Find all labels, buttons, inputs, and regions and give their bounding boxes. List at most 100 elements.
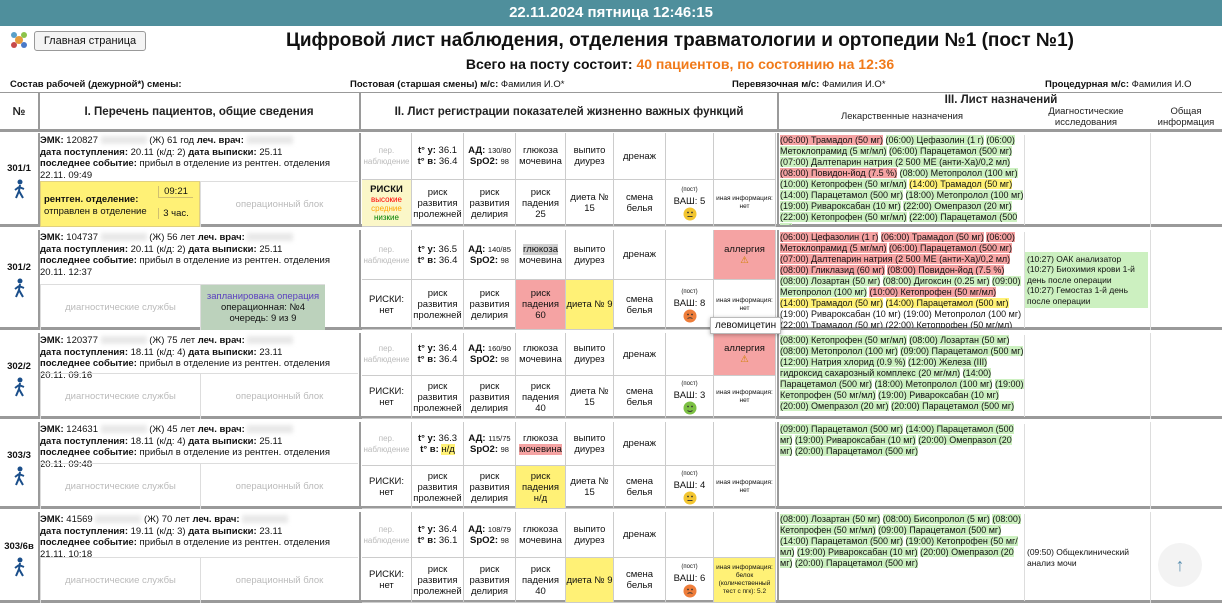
label: ЭМК: (40, 232, 64, 243)
separator (777, 133, 779, 227)
info-line: дата поступления: 20.11 (к/д: 2) дата вы… (40, 147, 358, 159)
box-left: диагностические службы (40, 463, 200, 509)
staff-role: Постовая (старшая смены) м/с: (350, 79, 499, 90)
pressure-ulcer-cell: риск развития пролежней (412, 180, 464, 227)
delirium-cell: риск развития делирия (464, 558, 516, 603)
diagnostic-items: (10:27) ОАК анализатор (10:27) Биохимия к… (1025, 251, 1148, 309)
staff-item: Перевязочная м/с: Фамилия И.О* (732, 79, 886, 90)
drunk: выпито (573, 145, 606, 156)
separator (38, 93, 40, 130)
bp: АД: 140/85 (468, 244, 511, 255)
bed-number: 302/2 (7, 360, 31, 372)
value: 36.4 (438, 343, 458, 354)
allergen-tooltip: левомицетин (710, 317, 782, 334)
bp: АД: 130/80 (468, 145, 511, 156)
drug: (10:00) Кетопрофен (50 мг/мл) (869, 287, 997, 297)
label: леч. врач: (192, 514, 240, 525)
other-cell: иная информация: нет (714, 180, 776, 227)
separator (359, 93, 361, 130)
post-label: (пост) (681, 381, 698, 387)
label: последнее событие: (40, 255, 137, 266)
other-label: иная информация: (716, 479, 773, 486)
discharge: 25.11 (259, 243, 283, 255)
col-number: № (12, 106, 26, 118)
date-bar: 22.11.2024 пятница 12:46:15 (0, 0, 1222, 26)
value: 15 (584, 397, 595, 408)
staff-label: Состав рабочей (дежурной*) смены: (10, 79, 182, 90)
placeholder: операционный блок (235, 199, 324, 210)
col-drugs: Лекарственные назначения (840, 111, 964, 122)
box-right: операционный блок (200, 463, 358, 509)
observation: пер. наблюдение (363, 344, 410, 364)
drug-list: (08:00) Кетопрофен (50 мг/мл) (08:00) Ло… (780, 335, 1024, 417)
empty-cell (666, 422, 714, 466)
fall-cell: риск падения 60 (516, 280, 566, 330)
diagnostic-items (1025, 178, 1148, 182)
emk: 124631 (66, 424, 98, 435)
observation-cell: пер. наблюдение (362, 422, 412, 466)
glucose: глюкоза (522, 243, 558, 255)
bed-number: 301/2 (7, 262, 31, 273)
value: 98 (500, 444, 509, 454)
delirium: риск развития делирия (469, 470, 510, 504)
separator (777, 422, 779, 509)
pressure-ulcer-cell: риск развития пролежней (412, 558, 464, 603)
patient-info-text: (Ж) 56 лет (149, 232, 196, 243)
scroll-top-button[interactable]: ↑ (1158, 543, 1202, 587)
box-right: запланирована операция операционная: №4 оч… (200, 284, 325, 330)
drug: (08:00) Гликлазид (60 мг) (780, 265, 885, 275)
bp-cell: АД: 115/75 SpO2: 98 (464, 422, 516, 466)
temp-morning: t° у: 36.3 (418, 433, 457, 444)
lab-cell: глюкоза мочевина (516, 333, 566, 376)
fluid-cell: выпито диурез (566, 133, 614, 180)
pain-face (683, 584, 696, 598)
patient-info: ЭМК: 124631 (Ж) 45 лет леч. врач: дата п… (40, 424, 358, 470)
label: АД: (468, 243, 486, 255)
label: t° у: (417, 343, 436, 354)
drug: (14:00) Трамадол (50 мг) (780, 298, 883, 308)
info-line: ЭМК: 104737 (Ж) 56 лет леч. врач: (40, 232, 358, 244)
drug: (19:00) Метопролол (100 мг) (903, 309, 1022, 319)
value: 8 (700, 297, 706, 309)
fall-value: 40 (535, 402, 546, 414)
linen-cell: смена белья (614, 180, 666, 227)
bed-number: 301/1 (7, 163, 31, 175)
info-line: последнее событие: прибыл в отделение из… (40, 358, 358, 381)
bp: АД: 108/79 (468, 524, 511, 535)
diet: диета № 9 (566, 575, 612, 586)
drug: (08:00) Лозартан (50 мг) (909, 335, 1010, 345)
label: АД: (468, 343, 486, 354)
temp-evening: t° в: 36.4 (418, 354, 458, 365)
drug: (20:00) Парацетамол (500 мг) (891, 401, 1015, 411)
allergy-icon: ⚠ (740, 354, 749, 365)
temp-evening: t° в: 36.4 (418, 156, 458, 167)
value: 6 (700, 573, 706, 584)
staff-name: Фамилия И.О (1131, 79, 1192, 90)
value: 36.4 (438, 523, 458, 535)
value: 36.4 (438, 354, 458, 365)
label: диета № (570, 192, 609, 203)
label: последнее событие: (40, 537, 137, 548)
delirium-cell: риск развития делирия (464, 466, 516, 509)
info-line: ЭМК: 120377 (Ж) 75 лет леч. врач: (40, 335, 358, 347)
value: 9 (607, 574, 613, 586)
delirium: риск развития делирия (469, 380, 510, 414)
home-button[interactable]: Главная страница (34, 31, 146, 51)
label: t° в: (420, 443, 439, 455)
fall-cell: риск падения 40 (516, 376, 566, 419)
info-line: дата поступления: 18.11 (к/д: 4) дата вы… (40, 347, 358, 359)
empty-cell (666, 133, 714, 180)
drug: (20:00) Омепразол (20 мг) (780, 401, 889, 411)
risk-label: РИСКИ: нет (368, 476, 405, 498)
event: прибыл в отделение из рентген. отделения… (40, 255, 330, 278)
fall-cell: риск падения 40 (516, 558, 566, 603)
vas: ВАШ: 3 (674, 390, 706, 401)
other-cell: иная информация: нет (714, 466, 776, 509)
vas-cell: (пост) ВАШ: 8 (666, 280, 714, 330)
label: леч. врач: (197, 424, 245, 435)
fluid-cell: выпито диурез (566, 422, 614, 466)
label: дата поступления: (40, 146, 128, 158)
patient-info: ЭМК: 41569 (Ж) 70 лет леч. врач: дата по… (40, 514, 358, 560)
allergy-cell (714, 422, 776, 466)
